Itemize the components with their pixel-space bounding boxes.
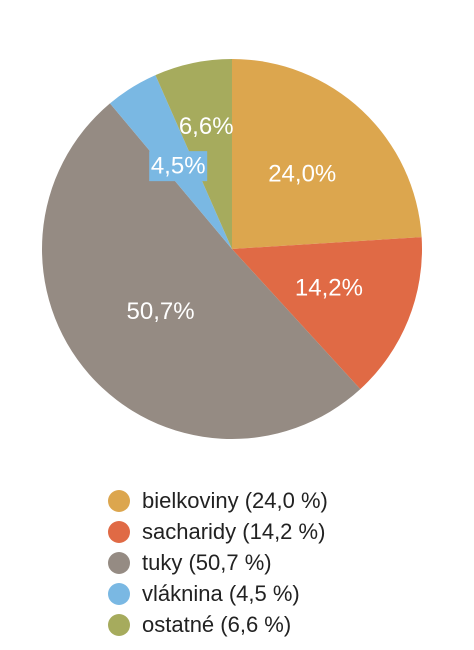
legend-item-bielkoviny: bielkoviny (24,0 %) — [108, 485, 328, 516]
data-label-bielkoviny: 24,0% — [268, 161, 336, 188]
legend-swatch-ostatné — [108, 613, 130, 636]
legend-label-sacharidy: sacharidy (14,2 %) — [142, 518, 326, 544]
data-label-vláknina: 4,5% — [151, 153, 206, 180]
legend-label-tuky: tuky (50,7 %) — [142, 549, 272, 575]
legend-item-ostatné: ostatné (6,6 %) — [108, 609, 328, 640]
pie-chart-svg: 24,0% 14,2% 50,7% 4,5% 6,6% — [42, 59, 423, 439]
pie-slice-tuky — [42, 103, 361, 439]
legend-item-tuky: tuky (50,7 %) — [108, 547, 328, 578]
data-label-tuky: 50,7% — [127, 298, 195, 325]
data-label-sacharidy: 14,2% — [295, 275, 363, 302]
legend-swatch-tuky — [108, 551, 130, 574]
data-label-background-vláknina — [149, 151, 208, 182]
legend-swatch-bielkoviny — [108, 489, 130, 512]
pie-slice-bielkoviny — [232, 59, 422, 249]
legend-label-bielkoviny: bielkoviny (24,0 %) — [142, 487, 328, 513]
data-label-ostatné: 6,6% — [179, 113, 234, 140]
legend-swatch-vláknina — [108, 582, 130, 605]
pie-slice-sacharidy — [232, 237, 423, 390]
legend-item-vláknina: vláknina (4,5 %) — [108, 578, 328, 609]
legend-item-sacharidy: sacharidy (14,2 %) — [108, 516, 328, 547]
legend-label-ostatné: ostatné (6,6 %) — [142, 611, 292, 637]
legend-label-vláknina: vláknina (4,5 %) — [142, 580, 300, 606]
legend: bielkoviny (24,0 %) sacharidy (14,2 %) tuk… — [108, 485, 328, 640]
legend-swatch-sacharidy — [108, 520, 130, 543]
